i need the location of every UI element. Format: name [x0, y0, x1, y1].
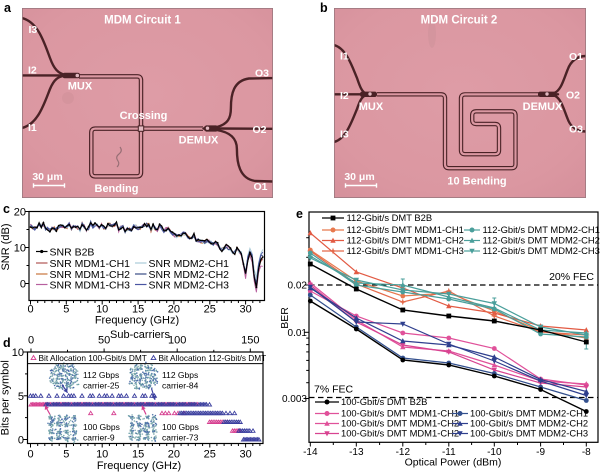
- svg-text:Optical Power (dBm): Optical Power (dBm): [405, 457, 502, 469]
- svg-text:O2: O2: [252, 124, 266, 136]
- svg-text:30 μm: 30 μm: [32, 171, 62, 183]
- svg-text:SNR MDM2-CH2: SNR MDM2-CH2: [149, 269, 230, 281]
- svg-text:I3: I3: [340, 129, 349, 141]
- svg-text:Frequency (GHz): Frequency (GHz): [97, 460, 181, 472]
- svg-text:0.02: 0.02: [288, 281, 308, 292]
- svg-text:5: 5: [63, 449, 69, 461]
- svg-text:SNR (dB): SNR (dB): [0, 223, 12, 270]
- svg-text:SNR MDM1-CH3: SNR MDM1-CH3: [50, 279, 131, 291]
- svg-text:O3: O3: [569, 124, 583, 136]
- svg-text:I2: I2: [28, 65, 37, 77]
- svg-text:20: 20: [168, 304, 180, 316]
- svg-text:20: 20: [14, 207, 26, 219]
- svg-text:carrier-9: carrier-9: [83, 433, 115, 443]
- svg-text:0: 0: [27, 449, 33, 461]
- svg-text:Crossing: Crossing: [120, 110, 168, 122]
- svg-text:carrier-84: carrier-84: [162, 381, 199, 391]
- svg-text:DEMUX: DEMUX: [179, 135, 219, 147]
- svg-text:112-Gbit/s DMT MDM2-CH2: 112-Gbit/s DMT MDM2-CH2: [483, 235, 600, 246]
- svg-text:20% FEC: 20% FEC: [549, 271, 594, 283]
- svg-text:O3: O3: [255, 68, 269, 80]
- svg-text:5: 5: [18, 391, 24, 403]
- svg-text:150: 150: [241, 335, 259, 347]
- svg-text:25: 25: [204, 304, 216, 316]
- svg-text:100-Gbit/s DMT MDM2-CH2: 100-Gbit/s DMT MDM2-CH2: [470, 418, 588, 429]
- svg-text:carrier-25: carrier-25: [83, 381, 120, 391]
- svg-text:30: 30: [239, 304, 251, 316]
- svg-text:10: 10: [96, 449, 108, 461]
- svg-text:I1: I1: [340, 51, 349, 63]
- svg-text:-13: -13: [349, 447, 364, 458]
- svg-text:112-Gbit/s DMT MDM1-CH2: 112-Gbit/s DMT MDM1-CH2: [347, 235, 464, 246]
- svg-text:carrier-73: carrier-73: [162, 433, 199, 443]
- svg-text:O2: O2: [566, 90, 580, 102]
- svg-text:-10: -10: [487, 447, 502, 458]
- svg-text:5: 5: [63, 304, 69, 316]
- svg-text:100-Gbit/s DMT MDM1-CH1: 100-Gbit/s DMT MDM1-CH1: [341, 408, 459, 419]
- svg-text:100 Gbps: 100 Gbps: [83, 422, 120, 432]
- svg-text:0: 0: [20, 279, 26, 291]
- svg-text:MDM Circuit 2: MDM Circuit 2: [421, 15, 498, 27]
- svg-text:SNR MDM1-CH1: SNR MDM1-CH1: [50, 258, 131, 270]
- svg-text:O1: O1: [569, 51, 583, 63]
- svg-text:I1: I1: [28, 122, 37, 134]
- svg-text:20: 20: [168, 449, 180, 461]
- svg-text:25: 25: [204, 449, 216, 461]
- svg-text:112-Gbit/s DMT B2B: 112-Gbit/s DMT B2B: [347, 212, 433, 223]
- svg-text:SNR B2B: SNR B2B: [50, 246, 95, 258]
- svg-text:112-Gbit/s DMT MDM2-CH3: 112-Gbit/s DMT MDM2-CH3: [483, 245, 600, 256]
- svg-text:30: 30: [239, 449, 251, 461]
- svg-text:100-Gbit/s DMT MDM2-CH3: 100-Gbit/s DMT MDM2-CH3: [470, 428, 588, 439]
- svg-text:10: 10: [14, 243, 26, 255]
- svg-text:MUX: MUX: [359, 101, 384, 113]
- svg-text:0: 0: [27, 304, 33, 316]
- svg-text:100-Gbit/s DMT MDM2-CH1: 100-Gbit/s DMT MDM2-CH1: [470, 408, 588, 419]
- svg-text:-12: -12: [396, 447, 411, 458]
- svg-text:100: 100: [168, 335, 186, 347]
- svg-text:100-Gbit/s DMT B2B: 100-Gbit/s DMT B2B: [341, 396, 427, 407]
- svg-text:MUX: MUX: [68, 81, 93, 93]
- svg-text:Bending: Bending: [95, 183, 139, 195]
- svg-text:-11: -11: [442, 447, 456, 458]
- svg-text:Sub-carriers: Sub-carriers: [110, 330, 170, 341]
- svg-text:0.01: 0.01: [288, 328, 308, 339]
- svg-text:0.003: 0.003: [282, 394, 307, 405]
- svg-text:I3: I3: [29, 24, 38, 36]
- svg-text:15: 15: [132, 449, 144, 461]
- svg-text:15: 15: [132, 304, 144, 316]
- svg-text:112-Gbit/s DMT MDM1-CH3: 112-Gbit/s DMT MDM1-CH3: [347, 245, 464, 256]
- svg-text:10: 10: [96, 304, 108, 316]
- svg-text:0: 0: [18, 435, 24, 447]
- svg-text:10 Bending: 10 Bending: [447, 176, 506, 188]
- svg-text:Frequency (GHz): Frequency (GHz): [95, 315, 179, 327]
- svg-text:Bits per symbol: Bits per symbol: [0, 360, 12, 435]
- svg-text:DEMUX: DEMUX: [523, 101, 563, 113]
- svg-text:Bit Allocation 112-Gbit/s DMT: Bit Allocation 112-Gbit/s DMT: [159, 353, 267, 363]
- svg-text:-9: -9: [536, 447, 545, 458]
- svg-text:-8: -8: [582, 447, 591, 458]
- svg-text:10: 10: [12, 347, 24, 359]
- svg-text:SNR MDM2-CH1: SNR MDM2-CH1: [149, 258, 230, 270]
- svg-text:SNR MDM2-CH3: SNR MDM2-CH3: [149, 279, 230, 291]
- svg-text:50: 50: [98, 335, 110, 347]
- svg-text:100-Gbit/s DMT MDM1-CH2: 100-Gbit/s DMT MDM1-CH2: [341, 418, 459, 429]
- svg-text:100-Gbit/s DMT MDM1-CH2: 100-Gbit/s DMT MDM1-CH2: [341, 428, 459, 439]
- svg-text:-14: -14: [303, 447, 318, 458]
- svg-text:112 Gbps: 112 Gbps: [162, 370, 198, 380]
- svg-text:SNR MDM1-CH2: SNR MDM1-CH2: [50, 269, 131, 281]
- svg-text:112 Gbps: 112 Gbps: [83, 370, 119, 380]
- svg-text:0: 0: [28, 335, 34, 347]
- svg-text:100 Gbps: 100 Gbps: [162, 422, 199, 432]
- svg-text:30 μm: 30 μm: [344, 171, 374, 183]
- svg-text:I2: I2: [340, 90, 349, 102]
- svg-text:O1: O1: [253, 181, 267, 193]
- svg-text:BER: BER: [280, 307, 291, 329]
- svg-text:112-Gbit/s DMT MDM2-CH1: 112-Gbit/s DMT MDM2-CH1: [483, 224, 600, 235]
- svg-text:7% FEC: 7% FEC: [314, 384, 354, 396]
- svg-text:112-Gbit/s DMT MDM1-CH1: 112-Gbit/s DMT MDM1-CH1: [347, 224, 464, 235]
- svg-text:Bit Allocation 100-Gbit/s DMT: Bit Allocation 100-Gbit/s DMT: [39, 353, 147, 363]
- svg-text:MDM Circuit 1: MDM Circuit 1: [104, 15, 181, 27]
